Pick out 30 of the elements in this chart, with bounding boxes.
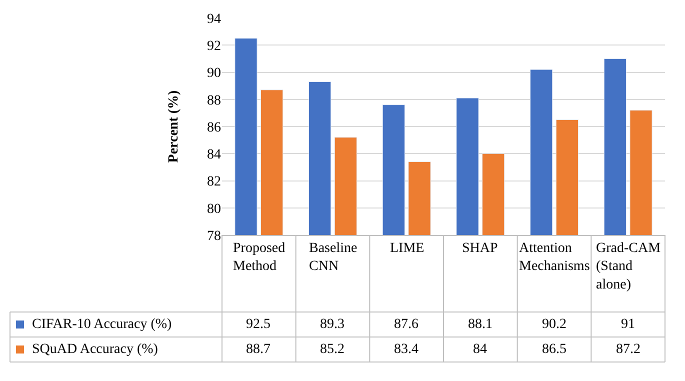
data-label: 88.7 bbox=[246, 342, 270, 357]
y-tick-label: 88 bbox=[207, 93, 221, 108]
data-label: 87.2 bbox=[616, 342, 640, 357]
y-tick-label: 94 bbox=[207, 12, 221, 27]
data-label: 92.5 bbox=[246, 317, 270, 332]
y-axis-title: Percent (%) bbox=[166, 90, 182, 163]
x-tick-label: LIME bbox=[390, 241, 424, 256]
y-tick-label: 82 bbox=[207, 174, 221, 190]
data-label: 90.2 bbox=[542, 317, 566, 332]
data-label: 85.2 bbox=[320, 342, 344, 357]
data-label: 84 bbox=[473, 342, 487, 357]
data-label: 86.5 bbox=[542, 342, 566, 357]
data-label: 87.6 bbox=[394, 317, 418, 332]
data-label: 89.3 bbox=[320, 317, 344, 332]
x-tick-label: SHAP bbox=[462, 241, 498, 256]
x-tick-label: Baseline CNN bbox=[309, 241, 358, 274]
legend-label: SQuAD Accuracy (%) bbox=[32, 342, 158, 357]
legend-label: CIFAR-10 Accuracy (%) bbox=[32, 317, 172, 332]
y-tick-label: 78 bbox=[207, 228, 221, 244]
data-label: 91 bbox=[621, 317, 635, 332]
x-tick-label: Attention Mechanisms bbox=[519, 241, 590, 274]
x-tick-label: Grad-CAM (Stand alone) bbox=[596, 241, 662, 292]
data-label: 83.4 bbox=[394, 342, 418, 357]
y-tick-label: 86 bbox=[207, 120, 221, 136]
y-tick-label: 80 bbox=[207, 202, 221, 217]
x-tick-label: Proposed Method bbox=[233, 241, 286, 274]
y-tick-label: 92 bbox=[207, 39, 221, 54]
y-tick-label: 90 bbox=[207, 66, 221, 82]
data-label: 88.1 bbox=[468, 317, 492, 332]
y-tick-label: 84 bbox=[207, 148, 221, 163]
